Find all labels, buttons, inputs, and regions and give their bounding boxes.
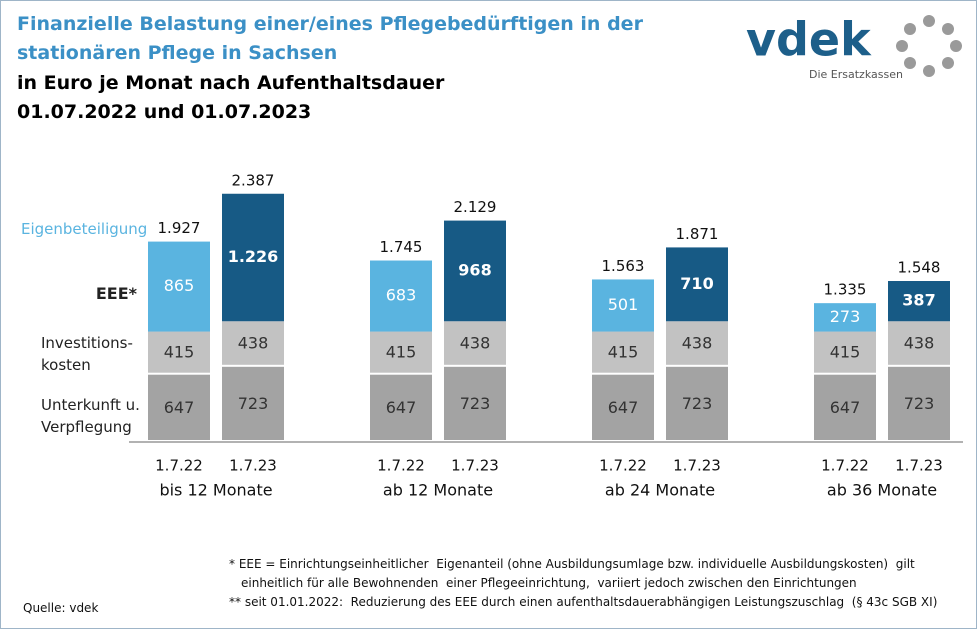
segment-label: 415 [386,343,417,362]
x-tick-label: 1.7.23 [451,457,499,475]
segment-label: 647 [830,398,861,417]
segment-label: 865 [164,276,195,295]
bar-segment [444,220,506,322]
legend-label: EEE* [95,284,137,303]
legend-label: Investitions- kosten [41,334,133,374]
subtitle-line: in Euro je Monat nach Aufenthaltsdauer [17,72,445,94]
bar-segment [444,321,506,365]
group-label: ab 24 Monate [605,481,715,500]
segment-label: 387 [902,291,935,310]
bar-segment [666,366,728,440]
segment-label: 438 [460,334,491,353]
segment-label: 415 [608,343,639,362]
bar-segment [666,321,728,365]
footnote: * EEE = Einrichtungseinheitlicher Eigena… [229,557,915,571]
segment-label: 723 [682,394,713,413]
bar-segment [592,331,654,373]
segment-label: 438 [682,334,713,353]
group-label: ab 36 Monate [827,481,937,500]
total-label: 2.387 [232,171,275,189]
segment-label: 501 [608,295,639,314]
x-tick-label: 1.7.23 [895,457,943,475]
bar-segment [888,281,950,322]
total-label: 1.745 [380,238,423,256]
bar-segment [222,321,284,365]
total-label: 2.129 [454,198,497,216]
x-tick-label: 1.7.22 [599,457,647,475]
segment-label: 647 [386,398,417,417]
bar-segment [592,279,654,332]
footnote: ** seit 01.01.2022: Reduzierung des EEE … [229,595,938,609]
bar-segment [370,260,432,332]
total-label: 1.548 [898,259,941,277]
segment-label: 723 [238,394,269,413]
bar-segment [814,331,876,373]
bar-segment [148,374,210,440]
x-tick-label: 1.7.22 [821,457,869,475]
legend-label: Eigenbeteiligung [21,220,148,238]
segment-label: 415 [164,343,195,362]
source: Quelle: vdek [23,601,99,615]
bar-segment [370,331,432,373]
segment-label: 647 [164,398,195,417]
total-label: 1.927 [158,219,201,237]
total-label: 1.335 [824,281,867,299]
segment-label: 647 [608,398,639,417]
x-tick-label: 1.7.22 [377,457,425,475]
segment-label: 723 [904,394,935,413]
bar-segment [814,303,876,332]
segment-label: 415 [830,343,861,362]
bar-segment [814,374,876,440]
bar-segment [592,374,654,440]
bar-segment [148,241,210,332]
title-line: Finanzielle Belastung einer/eines Pflege… [17,13,643,35]
subtitle-line: 01.07.2022 und 01.07.2023 [17,101,312,123]
bar-segment [370,374,432,440]
total-label: 1.563 [602,257,645,275]
group-label: bis 12 Monate [159,481,272,500]
bar-segment [222,193,284,322]
bar-segment [444,366,506,440]
segment-label: 438 [238,334,269,353]
logo-tagline: Die Ersatzkassen [809,68,903,81]
legend-label: Unterkunft u. Verpflegung [41,396,140,436]
segment-label: 723 [460,394,491,413]
bar-segment [222,366,284,440]
segment-label: 438 [904,334,935,353]
total-label: 1.871 [676,225,719,243]
x-tick-label: 1.7.23 [673,457,721,475]
x-tick-label: 1.7.22 [155,457,203,475]
bar-segment [888,321,950,365]
title-line: stationären Pflege in Sachsen [17,42,338,64]
segment-label: 710 [680,274,713,293]
segment-label: 683 [386,286,417,305]
footnote: einheitlich für alle Bewohnenden einer P… [241,576,857,590]
group-label: ab 12 Monate [383,481,493,500]
segment-label: 273 [830,307,861,326]
logo-text: vdek [746,13,872,67]
segment-label: 968 [458,260,491,279]
segment-label: 1.226 [228,247,279,266]
bar-segment [666,247,728,322]
logo-ring [896,15,962,77]
bar-segment [148,331,210,373]
bar-segment [888,366,950,440]
x-tick-label: 1.7.23 [229,457,277,475]
